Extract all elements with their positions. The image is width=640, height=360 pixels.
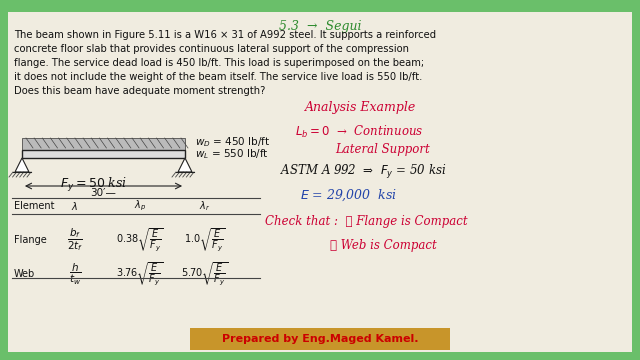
Text: $5.70\sqrt{\dfrac{E}{F_y}}$: $5.70\sqrt{\dfrac{E}{F_y}}$ — [181, 260, 228, 288]
Text: $3.76\sqrt{\dfrac{E}{F_y}}$: $3.76\sqrt{\dfrac{E}{F_y}}$ — [116, 260, 164, 288]
Text: Web: Web — [14, 269, 35, 279]
Text: $0.38\sqrt{\dfrac{E}{F_y}}$: $0.38\sqrt{\dfrac{E}{F_y}}$ — [116, 226, 164, 254]
Text: $w_D$ = 450 lb/ft: $w_D$ = 450 lb/ft — [195, 135, 270, 149]
Text: Prepared by Eng.Maged Kamel.: Prepared by Eng.Maged Kamel. — [221, 334, 419, 344]
Bar — [22, 150, 185, 158]
Text: Lateral Support: Lateral Support — [335, 144, 429, 157]
Text: $w_L$ = 550 lb/ft: $w_L$ = 550 lb/ft — [195, 147, 269, 161]
Bar — [190, 328, 450, 350]
Text: Check that :  ① Flange is Compact: Check that : ① Flange is Compact — [265, 216, 468, 229]
Text: ② Web is Compact: ② Web is Compact — [330, 238, 436, 252]
Text: 5.3  →  Segui: 5.3 → Segui — [279, 20, 361, 33]
Text: $F_y = 50$ ksi: $F_y = 50$ ksi — [60, 176, 127, 194]
Text: ASTM A 992  ⇒  $F_y$ = 50 ksi: ASTM A 992 ⇒ $F_y$ = 50 ksi — [280, 163, 447, 181]
Text: Flange: Flange — [14, 235, 47, 245]
Bar — [22, 138, 185, 150]
Text: $1.0\sqrt{\dfrac{E}{F_y}}$: $1.0\sqrt{\dfrac{E}{F_y}}$ — [184, 226, 226, 254]
Text: $\dfrac{h}{t_w}$: $\dfrac{h}{t_w}$ — [69, 261, 81, 287]
Text: $\lambda_p$: $\lambda_p$ — [134, 199, 146, 213]
Text: The beam shown in Figure 5.11 is a W16 × 31 of A992 steel. It supports a reinfor: The beam shown in Figure 5.11 is a W16 ×… — [14, 30, 436, 96]
Text: $\lambda$: $\lambda$ — [72, 200, 79, 212]
Polygon shape — [178, 158, 192, 172]
Text: Element: Element — [14, 201, 54, 211]
Polygon shape — [15, 158, 29, 172]
Text: $L_b = 0$  →  Continuous: $L_b = 0$ → Continuous — [295, 124, 423, 140]
Text: Analysis Example: Analysis Example — [305, 102, 416, 114]
Text: $\lambda_r$: $\lambda_r$ — [199, 199, 211, 213]
Text: $\dfrac{b_f}{2t_f}$: $\dfrac{b_f}{2t_f}$ — [67, 226, 83, 253]
Text: $E$ = 29,000  ksi: $E$ = 29,000 ksi — [300, 187, 397, 203]
Text: 30′—: 30′— — [91, 188, 116, 198]
